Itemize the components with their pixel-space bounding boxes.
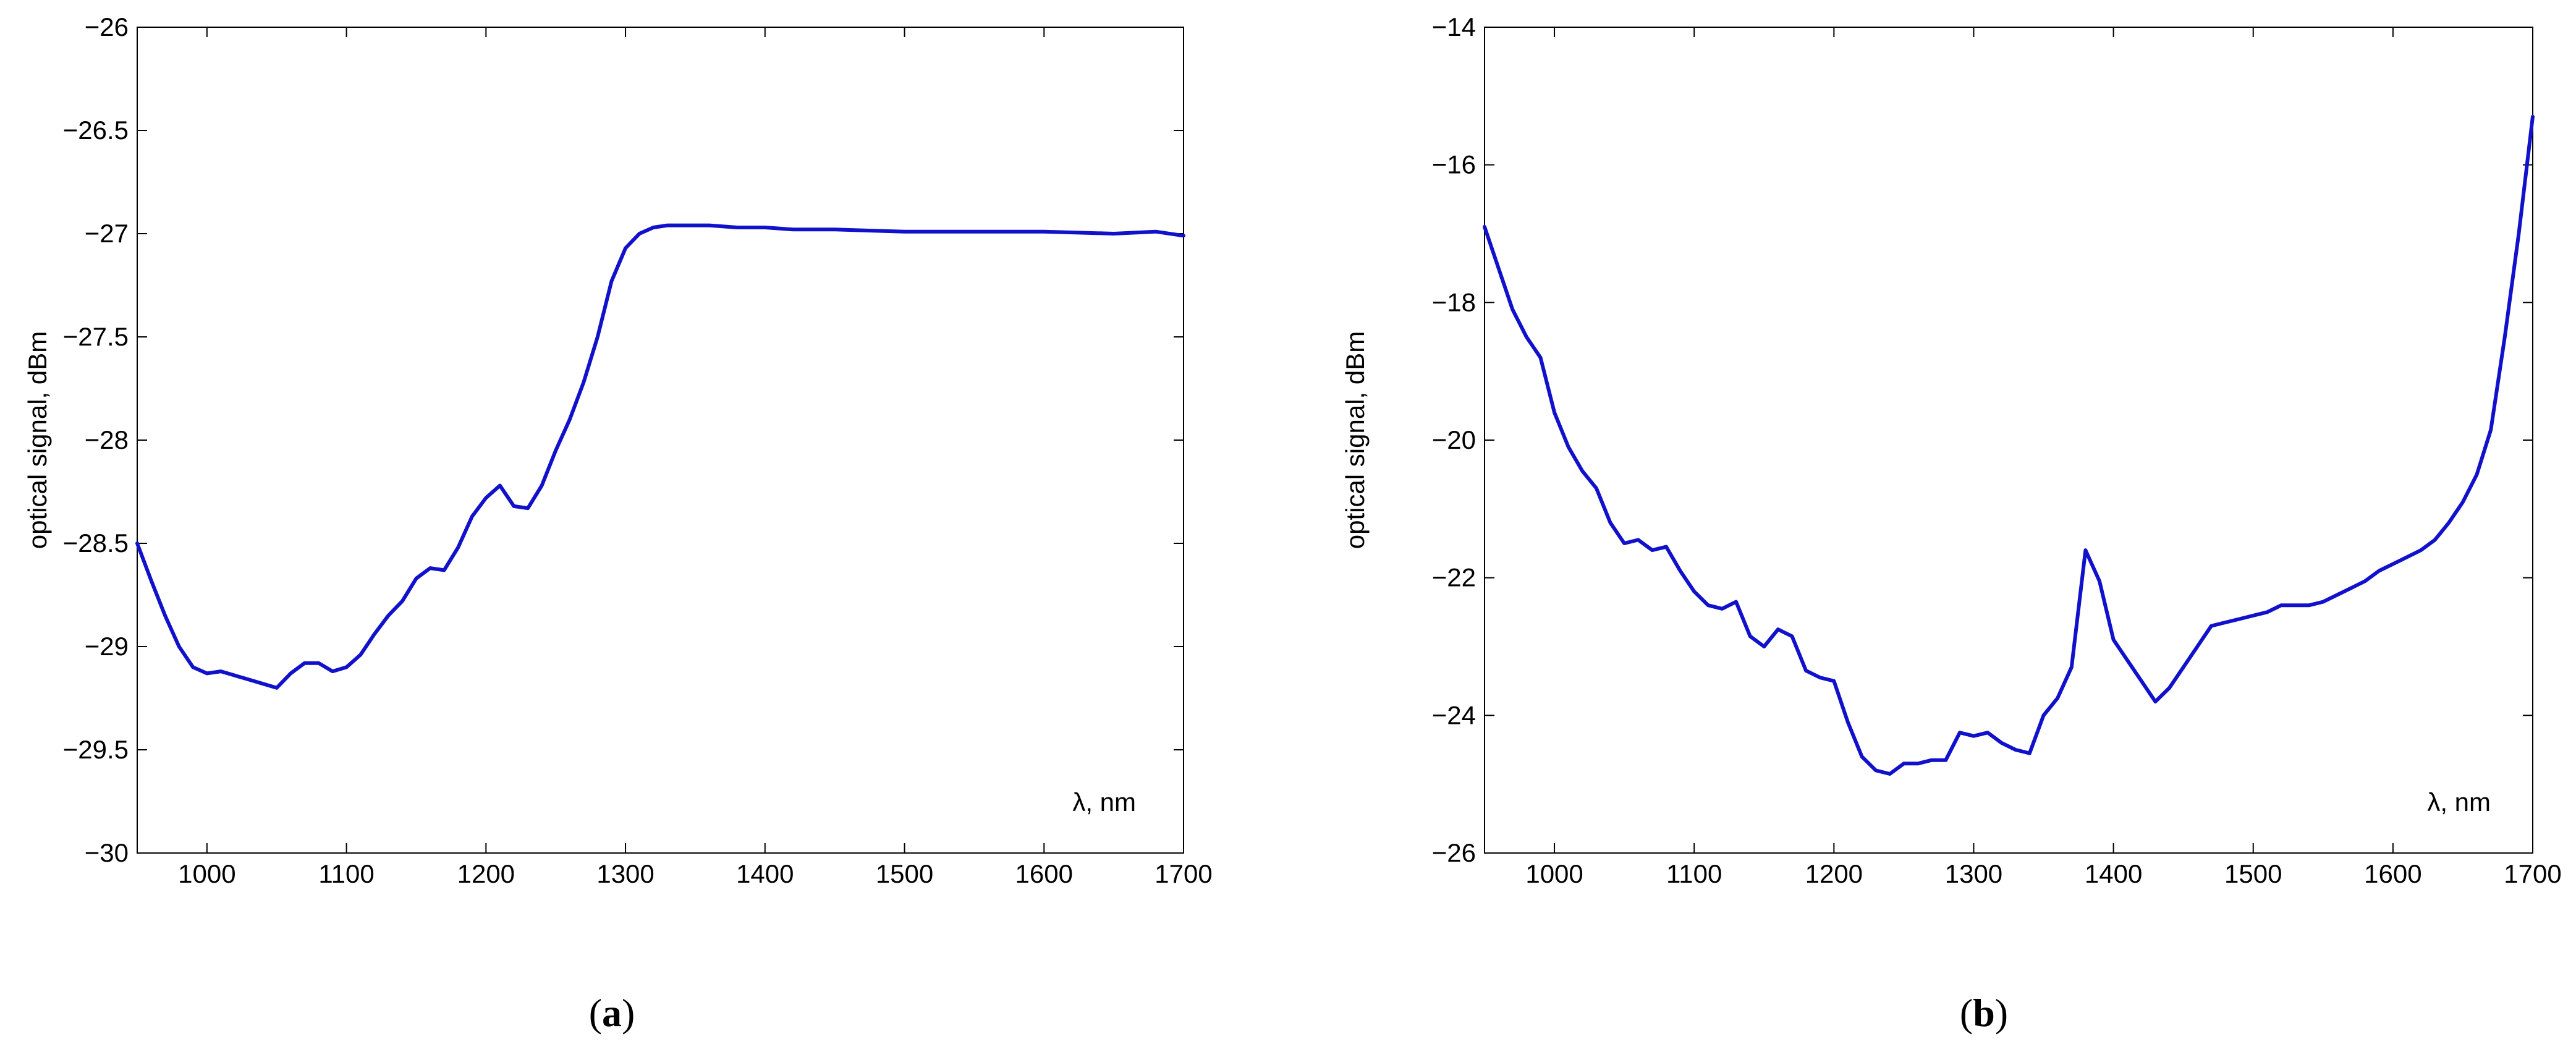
panel-caption: (a) [589,991,635,1035]
x-tick-label: 1300 [1945,859,2002,888]
y-tick-labels: −30 −29.5 −29 −28.5 −28 −27.5 −27 −26.5 −26 [63,12,129,867]
x-tick-label: 1600 [1015,859,1073,888]
x-axis-annotation: λ, nm [1072,787,1136,817]
x-tick-label: 1400 [736,859,794,888]
x-tick-label: 1500 [876,859,933,888]
x-tick-label: 1700 [1155,859,1212,888]
y-tick-label: −24 [1432,700,1476,729]
y-axis-label: optical signal, dBm [23,331,52,550]
y-tick-label: −22 [1432,563,1476,592]
series-line [135,223,1185,690]
plot-frame [1484,27,2533,854]
y-tick-label: −14 [1432,12,1476,41]
panel-label: b [1973,991,1995,1035]
y-tick-label: −26 [85,12,129,41]
y-tick-label: −26 [1432,838,1476,867]
x-tick-label: 1600 [2364,859,2421,888]
y-axis-label: optical signal, dBm [1341,331,1370,550]
y-tick-label: −30 [85,838,129,867]
x-tick-labels: 1000 1100 1200 1300 1400 1500 1600 1700 [178,859,1213,888]
panel-label: a [602,991,622,1035]
y-tick-label: −28.5 [63,528,129,558]
y-tick-label: −20 [1432,425,1476,454]
tick-marks [137,27,1184,854]
x-tick-label: 1200 [1805,859,1863,888]
x-tick-label: 1700 [2504,859,2561,888]
y-tick-label: −16 [1432,150,1476,179]
y-tick-label: −27.5 [63,322,129,351]
x-tick-labels: 1000 1100 1200 1300 1400 1500 1600 1700 [1525,859,2561,888]
y-tick-label: −26.5 [63,116,129,145]
x-tick-label: 1300 [596,859,654,888]
y-tick-label: −29 [85,632,129,661]
y-tick-label: −27 [85,219,129,248]
chart-panel-b: 1000 1100 1200 1300 1400 1500 1600 1700 −26−24−… [1341,12,2562,1035]
x-tick-label: 1500 [2224,859,2282,888]
x-tick-label: 1400 [2085,859,2142,888]
y-tick-label: −29.5 [63,735,129,764]
series-line [1483,114,2535,776]
panel-caption: (b) [1960,991,2008,1035]
x-tick-label: 1100 [318,859,374,888]
plot-frame [137,27,1184,854]
x-tick-label: 1100 [1666,859,1722,888]
x-tick-label: 1000 [178,859,235,888]
tick-marks [1485,27,2533,854]
y-tick-label: −18 [1432,287,1476,316]
y-tick-label: −28 [85,425,129,454]
chart-panel-a: 1000 1100 1200 1300 1400 1500 1600 1700 −30 −29.… [23,12,1213,1035]
x-axis-annotation: λ, nm [2427,787,2491,817]
x-tick-label: 1200 [457,859,515,888]
x-tick-label: 1000 [1525,859,1583,888]
y-tick-labels: −26 −24 −22 −20 −18 −16 −14 [1432,12,1476,867]
